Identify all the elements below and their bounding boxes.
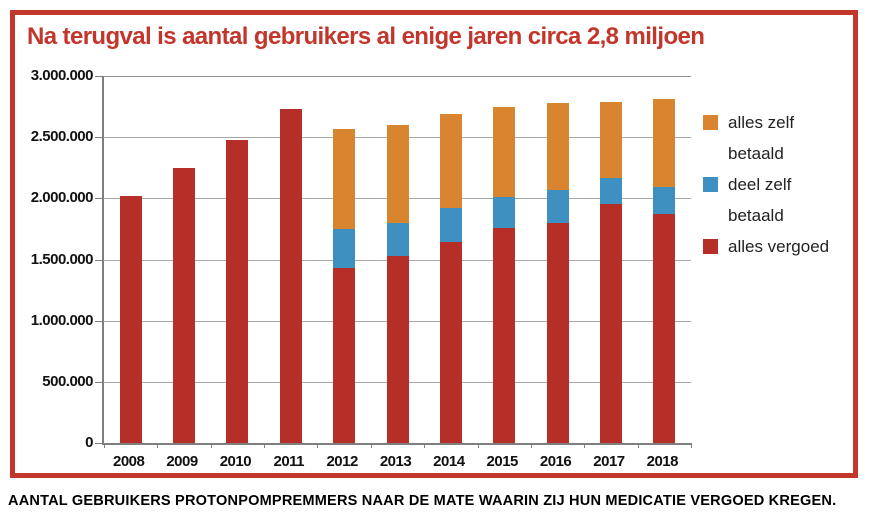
y-axis-tick xyxy=(95,76,102,77)
legend-label: alles zelf betaald xyxy=(728,113,795,163)
x-axis-tick xyxy=(477,443,479,448)
bar-segment xyxy=(599,204,622,443)
x-axis-tick xyxy=(104,443,105,448)
bar-segment xyxy=(546,102,569,190)
x-axis-tick-label: 2014 xyxy=(433,453,465,470)
x-axis-tick xyxy=(424,443,426,448)
legend-item: alles vergoed xyxy=(703,231,840,262)
bar-segment xyxy=(439,242,462,443)
y-axis-tick-label: 1.500.000 xyxy=(30,250,94,268)
x-axis-tick-label: 2010 xyxy=(219,453,252,470)
bar-segment xyxy=(173,167,196,443)
x-axis-tick-label: 2012 xyxy=(326,453,358,470)
x-axis-tick-label: 2013 xyxy=(379,453,412,470)
x-axis-tick-label: 2009 xyxy=(166,453,198,470)
bar-segment xyxy=(386,255,409,443)
bar-segment xyxy=(226,139,249,443)
legend-item: deel zelf betaald xyxy=(703,169,840,231)
figure-caption: AANTAL GEBRUIKERS PROTONPOMPREMMERS NAAR… xyxy=(8,492,837,509)
bar-segment xyxy=(493,197,516,228)
bar-segment xyxy=(333,268,356,443)
x-axis-tick xyxy=(210,443,212,448)
bar-segment xyxy=(599,177,622,205)
y-axis-tick xyxy=(95,320,102,322)
x-axis-tick xyxy=(370,443,372,448)
plot-area xyxy=(95,76,692,448)
chart-title: Na terugval is aantal gebruikers al enig… xyxy=(27,23,705,50)
bar-segment xyxy=(653,187,676,215)
legend-swatch xyxy=(703,177,718,192)
y-axis-tick xyxy=(95,137,102,139)
legend-item: alles zelf betaald xyxy=(703,107,840,169)
chart-frame: Na terugval is aantal gebruikers al enig… xyxy=(10,10,858,478)
bar-segment xyxy=(333,128,356,229)
bar-segment xyxy=(439,113,462,209)
bar-segment xyxy=(386,222,409,256)
bar-segment xyxy=(546,189,569,223)
y-axis-tick-label: 3.000.000 xyxy=(30,67,94,84)
y-axis-tick xyxy=(95,198,102,200)
y-axis-tick-label: 2.500.000 xyxy=(30,128,94,146)
x-axis-tick xyxy=(264,443,266,448)
bar-segment xyxy=(599,101,622,178)
y-axis-tick xyxy=(95,381,102,383)
x-axis-tick xyxy=(157,443,159,448)
x-axis-tick xyxy=(637,443,639,448)
x-axis-tick xyxy=(530,443,532,448)
legend-label: deel zelf betaald xyxy=(728,175,792,225)
bar-segment xyxy=(546,222,569,443)
x-axis-tick-label: 2018 xyxy=(646,453,679,470)
legend-swatch xyxy=(703,239,718,254)
bar-segment xyxy=(439,208,462,243)
x-axis-tick-label: 2017 xyxy=(593,453,625,470)
y-axis-tick-label: 2.000.000 xyxy=(30,189,94,207)
bar-segment xyxy=(119,195,142,443)
y-axis-tick-label: 1.000.000 xyxy=(30,311,94,329)
legend-label: alles vergoed xyxy=(728,237,830,256)
bar-segment xyxy=(279,109,302,443)
bar-segment xyxy=(493,106,516,198)
x-axis-tick xyxy=(584,443,586,448)
x-axis-tick xyxy=(691,443,692,448)
x-axis-tick-label: 2015 xyxy=(486,453,519,470)
x-axis-tick-label: 2011 xyxy=(273,453,305,470)
gridline xyxy=(104,76,691,77)
legend-swatch xyxy=(703,115,718,130)
bar-segment xyxy=(333,228,356,269)
legend: alles zelf betaald deel zelf betaald alles… xyxy=(703,107,840,262)
x-axis-tick-label: 2008 xyxy=(112,453,145,470)
y-axis-tick-label: 0 xyxy=(85,434,93,451)
bar-segment xyxy=(386,124,409,223)
x-axis-tick xyxy=(317,443,319,448)
bar-segment xyxy=(653,214,676,443)
bar-segment xyxy=(653,99,676,188)
bar-segment xyxy=(493,227,516,443)
y-axis-tick-label: 500.000 xyxy=(42,372,93,390)
y-axis-tick xyxy=(95,443,102,444)
y-axis-tick xyxy=(95,259,102,261)
x-axis-tick-label: 2016 xyxy=(539,453,572,470)
